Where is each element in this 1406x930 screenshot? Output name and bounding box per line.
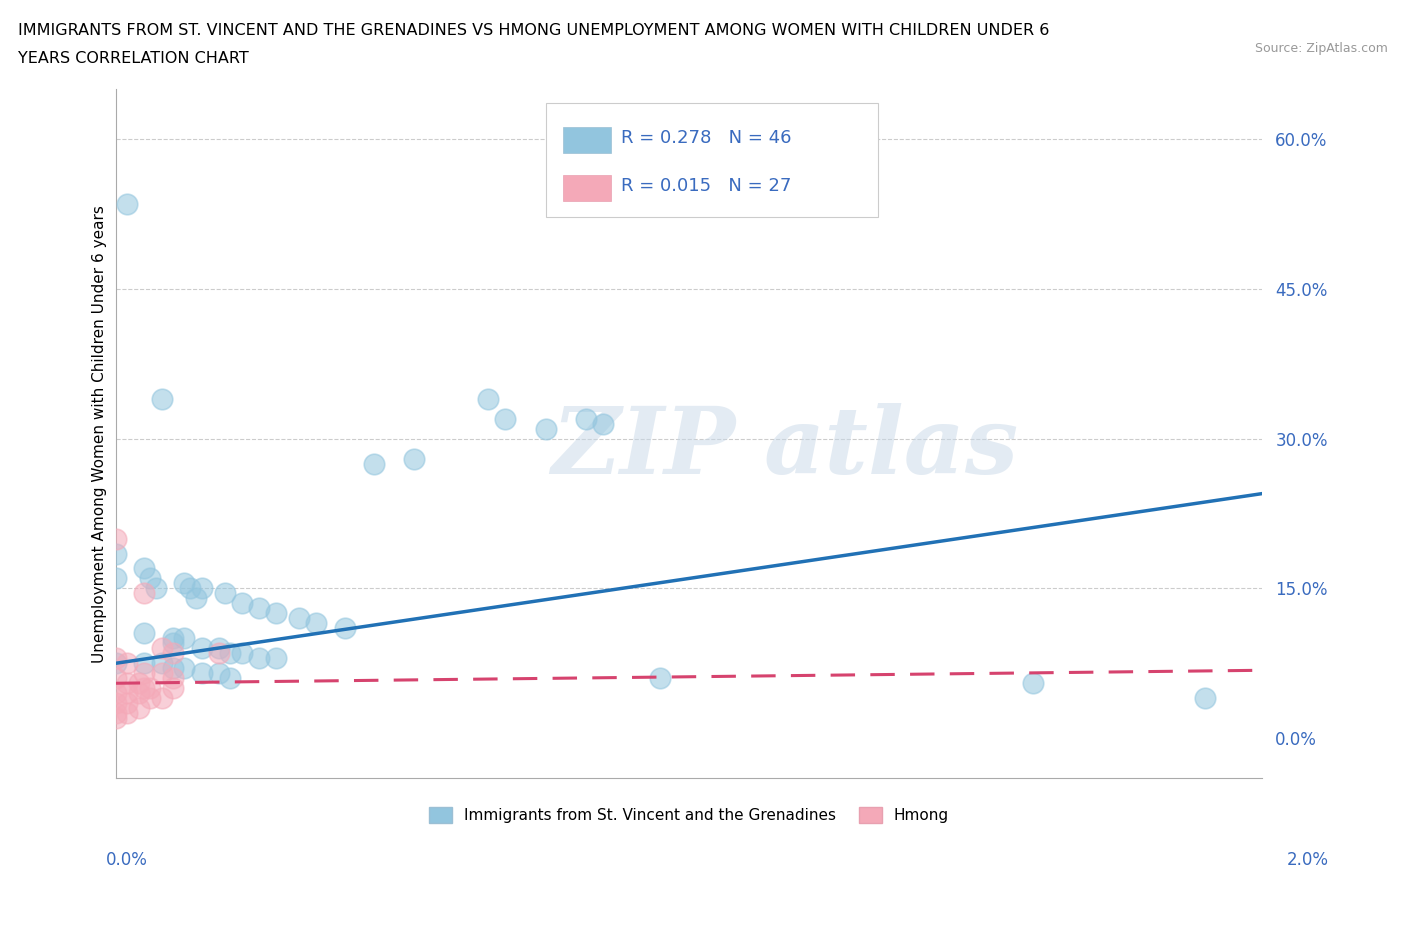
Point <box>179 581 201 596</box>
Text: YEARS CORRELATION CHART: YEARS CORRELATION CHART <box>18 51 249 66</box>
Point <box>592 417 614 432</box>
Point <box>104 546 127 561</box>
Point <box>134 666 156 681</box>
Point <box>104 671 127 685</box>
Point <box>115 685 138 700</box>
Point <box>104 711 127 725</box>
Point <box>190 666 212 681</box>
Point <box>104 651 127 666</box>
Point <box>162 661 184 676</box>
Point <box>1022 676 1045 691</box>
Y-axis label: Unemployment Among Women with Children Under 6 years: Unemployment Among Women with Children U… <box>93 205 107 663</box>
Point <box>134 626 156 641</box>
Legend: Immigrants from St. Vincent and the Grenadines, Hmong: Immigrants from St. Vincent and the Gren… <box>423 801 955 829</box>
Point <box>128 676 150 691</box>
Point <box>190 581 212 596</box>
Point <box>134 586 156 601</box>
Point <box>115 676 138 691</box>
Point <box>162 636 184 651</box>
Point <box>104 685 127 700</box>
Text: atlas: atlas <box>763 403 1018 493</box>
Point <box>128 685 150 700</box>
Point <box>305 616 328 631</box>
Point <box>208 666 231 681</box>
Point <box>128 701 150 716</box>
FancyBboxPatch shape <box>562 126 610 153</box>
Point <box>363 457 385 472</box>
Point <box>104 696 127 711</box>
Point <box>150 656 173 671</box>
Point <box>134 561 156 576</box>
Point <box>134 656 156 671</box>
Point <box>134 681 156 696</box>
Point <box>104 531 127 546</box>
Point <box>264 651 287 666</box>
Point <box>150 666 173 681</box>
Point <box>173 661 195 676</box>
Point <box>150 641 173 656</box>
Point <box>173 576 195 591</box>
Text: R = 0.278   N = 46: R = 0.278 N = 46 <box>621 128 792 147</box>
Point <box>115 197 138 212</box>
Point <box>104 656 127 671</box>
Point <box>231 645 253 660</box>
Point <box>1194 691 1216 706</box>
Point <box>208 645 231 660</box>
Text: 0.0%: 0.0% <box>105 851 148 870</box>
Point <box>288 611 311 626</box>
Point <box>333 621 356 636</box>
Point <box>477 392 499 406</box>
Point <box>115 656 138 671</box>
Point <box>162 681 184 696</box>
FancyBboxPatch shape <box>546 103 877 217</box>
Point <box>145 581 167 596</box>
Point <box>575 411 598 426</box>
Point <box>139 691 162 706</box>
Point <box>402 451 425 466</box>
Point <box>534 421 557 436</box>
Point <box>247 651 270 666</box>
Text: 2.0%: 2.0% <box>1286 851 1329 870</box>
Point <box>162 671 184 685</box>
Point <box>219 645 242 660</box>
Point <box>139 571 162 586</box>
Point <box>208 641 231 656</box>
Point <box>264 606 287 621</box>
Point <box>139 681 162 696</box>
Point <box>231 596 253 611</box>
Point <box>184 591 207 605</box>
Point <box>219 671 242 685</box>
Point <box>150 691 173 706</box>
Text: R = 0.015   N = 27: R = 0.015 N = 27 <box>621 177 792 194</box>
Point <box>494 411 516 426</box>
Point <box>247 601 270 616</box>
Point <box>162 645 184 660</box>
Point <box>115 696 138 711</box>
Point <box>115 706 138 721</box>
FancyBboxPatch shape <box>562 175 610 201</box>
Point <box>150 392 173 406</box>
Point <box>104 571 127 586</box>
Point <box>173 631 195 645</box>
Point <box>104 706 127 721</box>
Point <box>214 586 236 601</box>
Text: IMMIGRANTS FROM ST. VINCENT AND THE GRENADINES VS HMONG UNEMPLOYMENT AMONG WOMEN: IMMIGRANTS FROM ST. VINCENT AND THE GREN… <box>18 23 1050 38</box>
Point <box>650 671 672 685</box>
Point <box>190 641 212 656</box>
Text: Source: ZipAtlas.com: Source: ZipAtlas.com <box>1254 42 1388 55</box>
Point <box>162 631 184 645</box>
Text: ZIP: ZIP <box>551 403 735 493</box>
